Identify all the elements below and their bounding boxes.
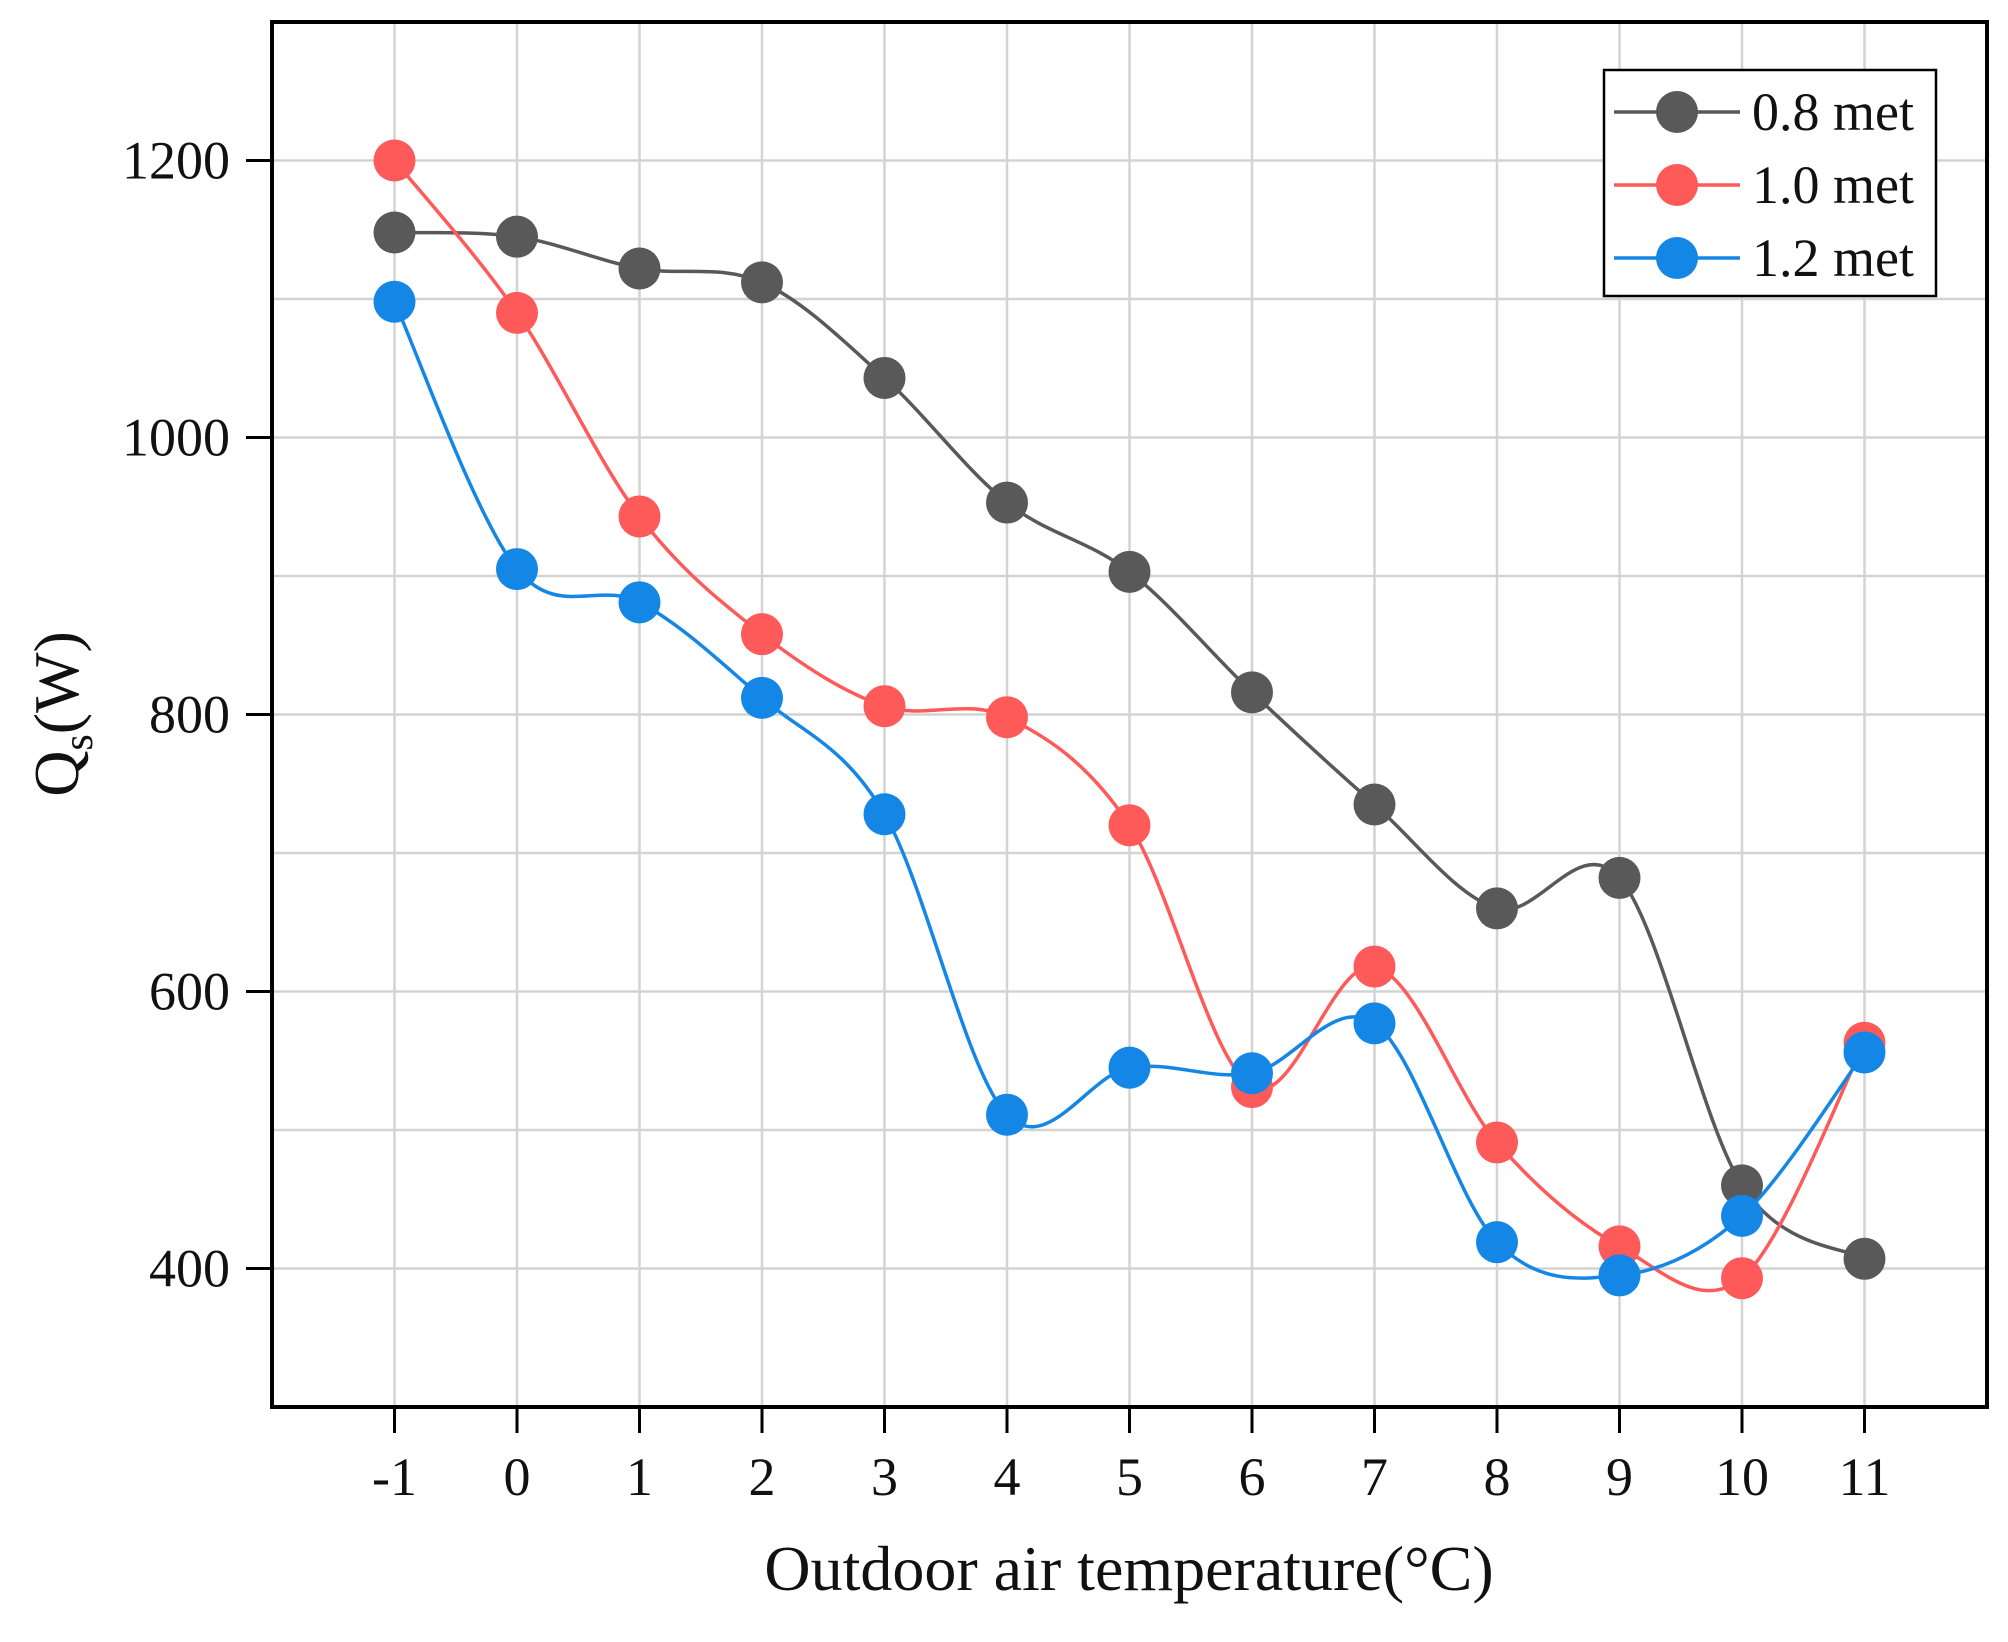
x-tick-label: 8: [1484, 1447, 1511, 1507]
data-point: [618, 581, 661, 624]
legend-marker: [1656, 237, 1698, 279]
series-group: [373, 139, 1886, 1300]
x-tick-label: 9: [1606, 1447, 1633, 1507]
y-axis-title-tail: (W): [21, 631, 92, 734]
data-point: [1476, 887, 1518, 930]
legend-label: 1.0 met: [1752, 155, 1914, 215]
data-point: [986, 696, 1028, 739]
series-0-8-met: [373, 211, 1886, 1280]
legend-label: 1.2 met: [1752, 228, 1914, 288]
data-point: [741, 676, 783, 719]
data-point: [496, 215, 538, 258]
y-tick-label: 1200: [122, 131, 230, 191]
data-point: [1598, 856, 1641, 899]
data-point: [986, 481, 1028, 524]
data-point: [741, 613, 783, 656]
data-point: [1721, 1164, 1763, 1207]
legend-label: 0.8 met: [1752, 82, 1914, 142]
data-point: [1353, 1002, 1396, 1045]
data-point: [1476, 1221, 1518, 1264]
x-tick-label: -1: [372, 1447, 417, 1507]
data-point: [863, 793, 906, 836]
data-point: [1721, 1194, 1763, 1237]
data-point: [1231, 1052, 1273, 1095]
y-axis-title-main: Q: [21, 751, 92, 797]
y-axis-title-subscript: s: [56, 734, 102, 750]
data-point: [1108, 550, 1151, 593]
axis-ticks: -1 0 1 2 3 4 5 6 7 8 9 10 11 400 600 800 1000 1200: [122, 131, 1891, 1508]
x-tick-label: 7: [1361, 1447, 1388, 1507]
data-point: [1231, 671, 1273, 714]
data-point: [863, 685, 906, 728]
data-point: [1843, 1237, 1886, 1280]
y-tick-label: 400: [149, 1239, 230, 1299]
data-point: [1843, 1031, 1886, 1074]
data-point: [1598, 1225, 1641, 1268]
legend: 0.8 met 1.0 met 1.2 met: [1602, 68, 1938, 298]
series-line: [394, 230, 1866, 1261]
y-tick-label: 600: [149, 962, 230, 1022]
data-point: [496, 548, 538, 591]
y-axis-title-group: Qs(W): [21, 631, 102, 797]
x-tick-label: 1: [626, 1447, 653, 1507]
data-point: [863, 356, 906, 399]
series-1-2-met: [373, 280, 1886, 1297]
data-point: [373, 139, 416, 182]
x-axis-title: Outdoor air temperature(°C): [764, 1533, 1493, 1604]
x-tick-label: 0: [504, 1447, 531, 1507]
x-tick-label: 10: [1715, 1447, 1769, 1507]
data-point: [496, 291, 538, 334]
y-axis-title: Qs(W): [21, 631, 102, 797]
data-point: [1108, 804, 1151, 847]
data-point: [373, 211, 416, 254]
x-tick-label: 2: [749, 1447, 776, 1507]
x-tick-label: 5: [1116, 1447, 1143, 1507]
data-point: [986, 1093, 1028, 1136]
y-tick-label: 1000: [122, 408, 230, 468]
data-point: [1721, 1257, 1763, 1300]
data-point: [373, 280, 416, 323]
data-point: [618, 495, 661, 538]
data-point: [1108, 1046, 1151, 1089]
legend-marker: [1656, 91, 1698, 133]
x-tick-label: 11: [1839, 1447, 1891, 1507]
x-tick-label: 3: [871, 1447, 898, 1507]
data-point: [1353, 783, 1396, 826]
data-point: [741, 261, 783, 304]
data-point: [1353, 945, 1396, 988]
data-point: [1476, 1121, 1518, 1164]
x-tick-label: 6: [1239, 1447, 1266, 1507]
data-point: [618, 247, 661, 290]
x-tick-label: 4: [994, 1447, 1021, 1507]
series-1-0-met: [373, 139, 1886, 1300]
y-tick-label: 800: [149, 685, 230, 745]
legend-marker: [1656, 164, 1698, 206]
data-point: [1598, 1254, 1641, 1297]
